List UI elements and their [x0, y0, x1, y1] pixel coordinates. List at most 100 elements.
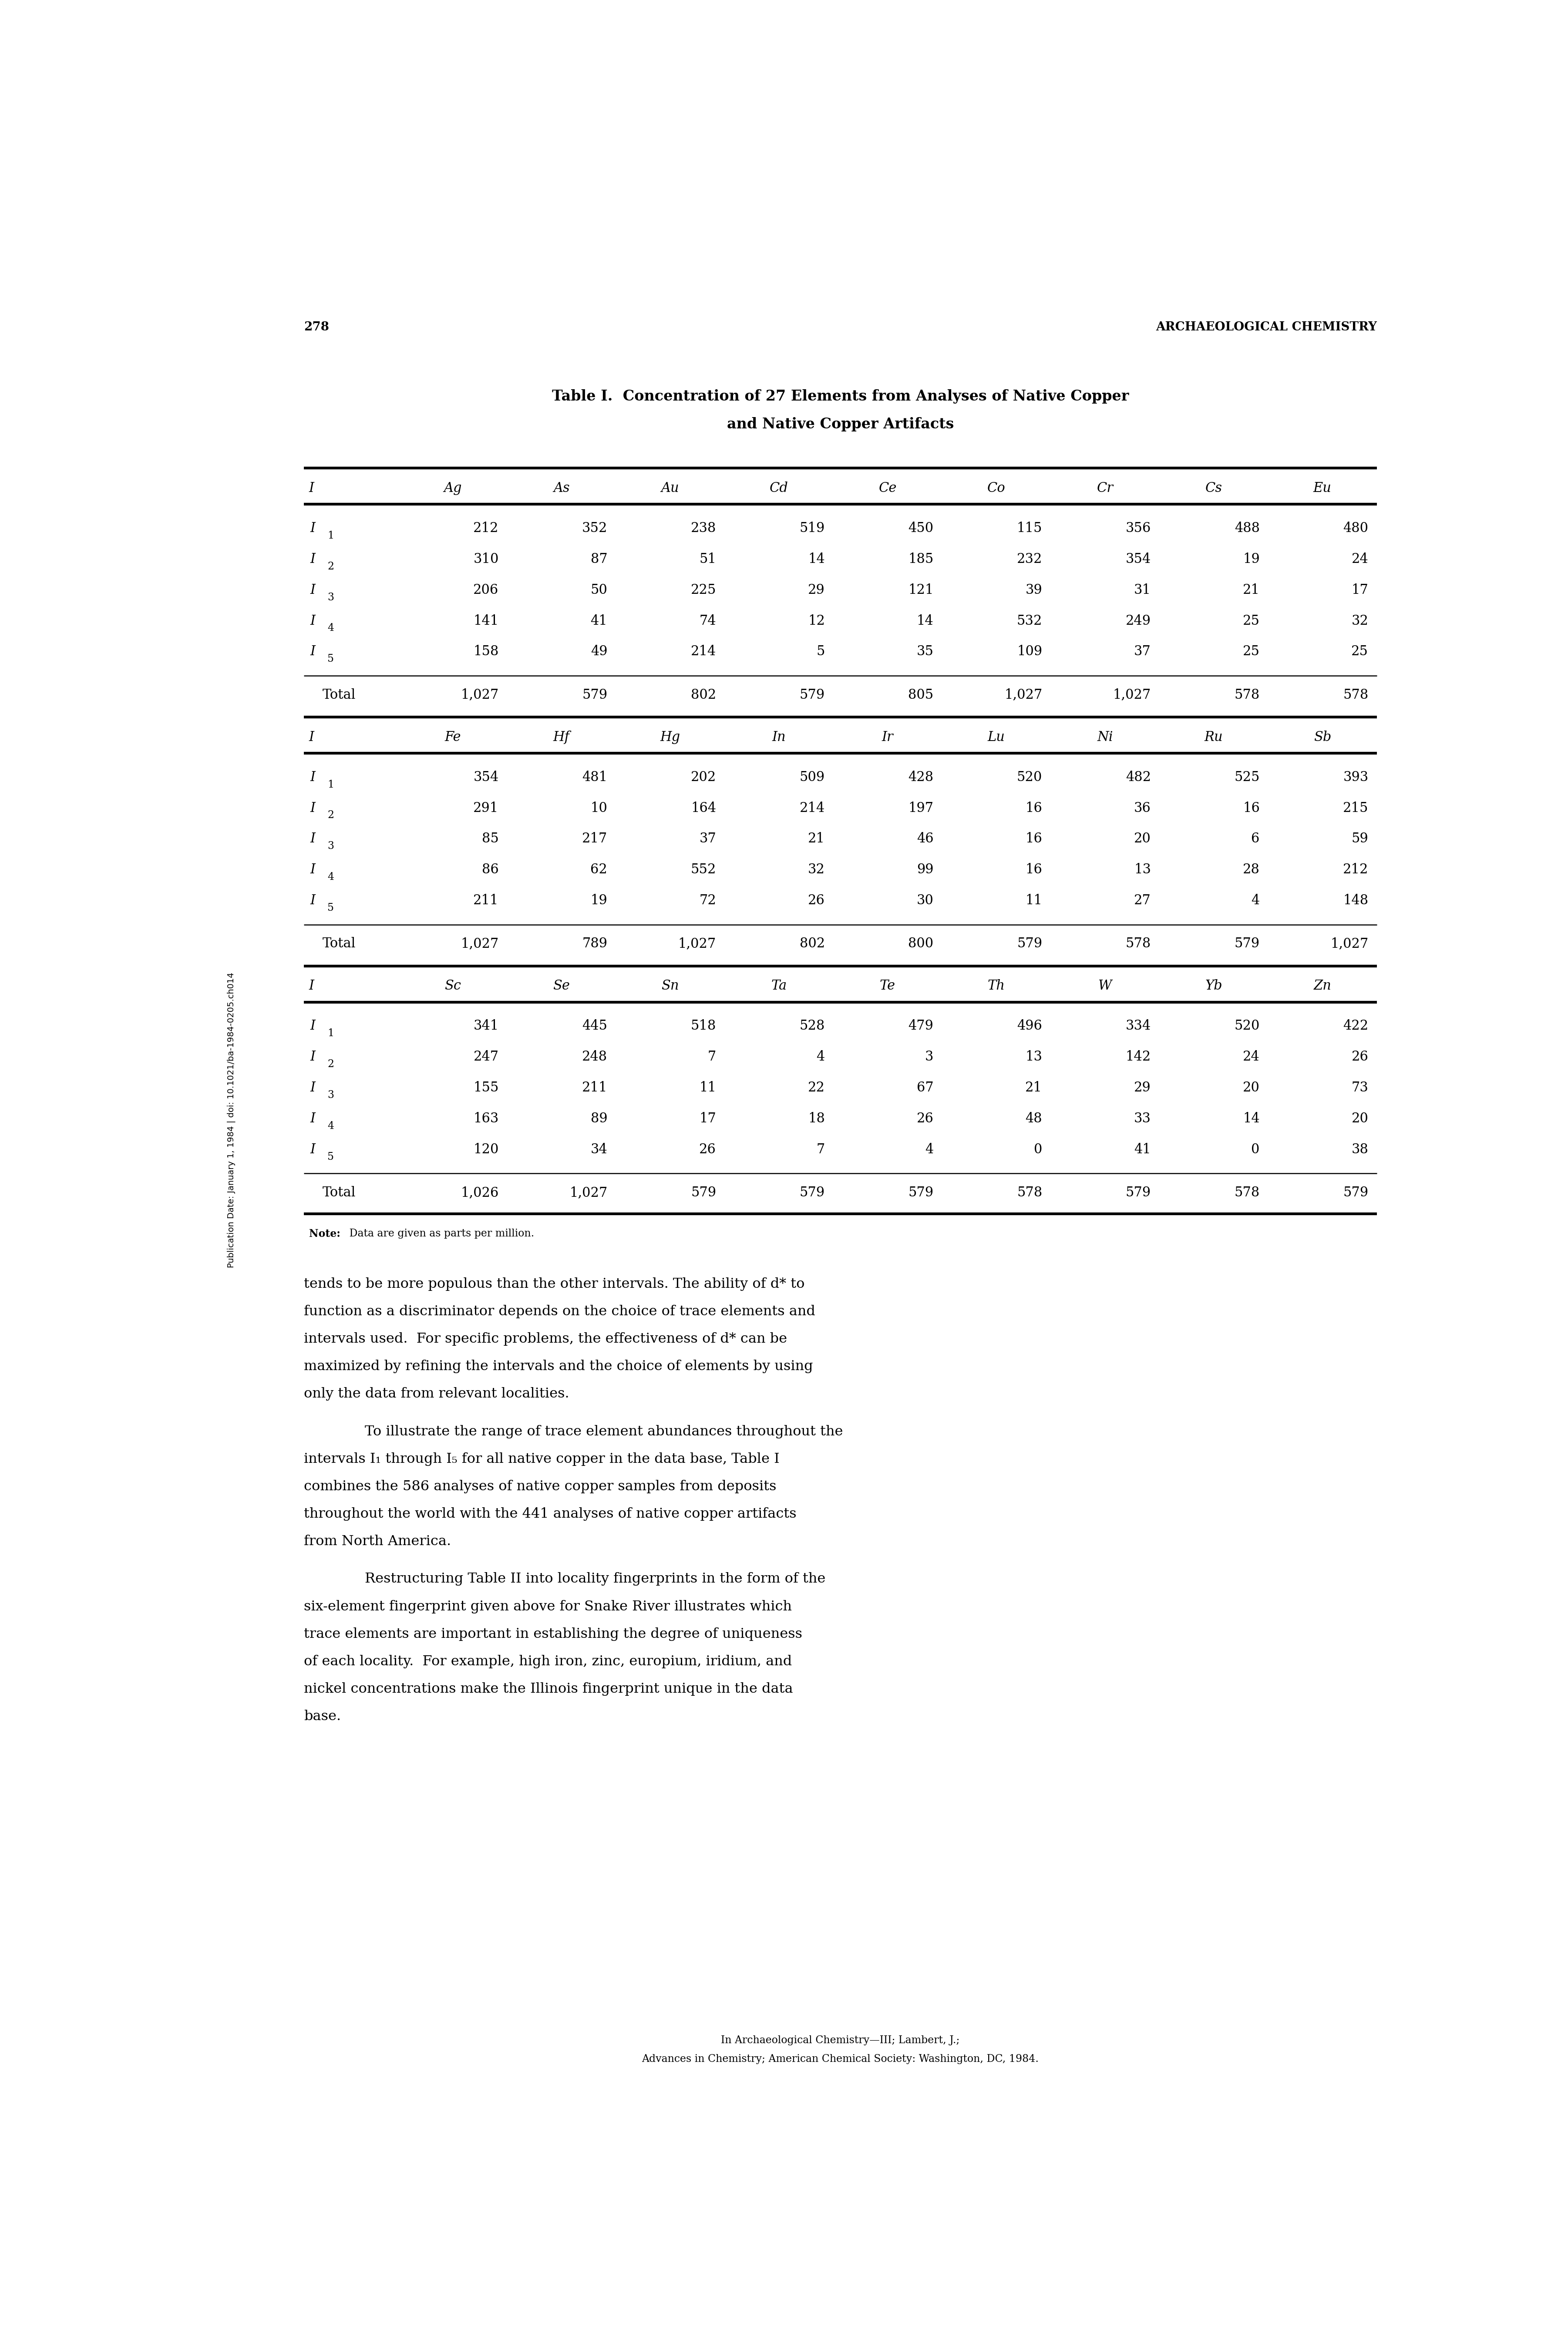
Text: I: I — [309, 482, 314, 496]
Text: 310: 310 — [474, 552, 499, 567]
Text: Th: Th — [988, 980, 1005, 992]
Text: 37: 37 — [1134, 644, 1151, 658]
Text: 142: 142 — [1126, 1051, 1151, 1063]
Text: 185: 185 — [908, 552, 933, 567]
Text: 62: 62 — [591, 863, 607, 877]
Text: 4: 4 — [817, 1051, 825, 1063]
Text: 14: 14 — [1243, 1112, 1259, 1126]
Text: 238: 238 — [690, 522, 717, 536]
Text: I: I — [310, 1051, 315, 1063]
Text: 4: 4 — [1251, 893, 1259, 907]
Text: and Native Copper Artifacts: and Native Copper Artifacts — [728, 416, 953, 430]
Text: 121: 121 — [908, 583, 933, 597]
Text: 518: 518 — [690, 1020, 717, 1032]
Text: 212: 212 — [1342, 863, 1369, 877]
Text: Ru: Ru — [1204, 731, 1223, 743]
Text: 11: 11 — [1025, 893, 1043, 907]
Text: 48: 48 — [1025, 1112, 1043, 1126]
Text: 67: 67 — [917, 1081, 933, 1096]
Text: 482: 482 — [1126, 771, 1151, 783]
Text: nickel concentrations make the Illinois fingerprint unique in the data: nickel concentrations make the Illinois … — [304, 1683, 793, 1695]
Text: 334: 334 — [1126, 1020, 1151, 1032]
Text: Total: Total — [323, 938, 356, 950]
Text: 520: 520 — [1016, 771, 1043, 783]
Text: 578: 578 — [1018, 1185, 1043, 1199]
Text: 29: 29 — [1134, 1081, 1151, 1096]
Text: 16: 16 — [1243, 802, 1259, 816]
Text: 39: 39 — [1025, 583, 1043, 597]
Text: 393: 393 — [1344, 771, 1369, 783]
Text: Table I.  Concentration of 27 Elements from Analyses of Native Copper: Table I. Concentration of 27 Elements fr… — [552, 390, 1129, 404]
Text: 38: 38 — [1352, 1143, 1369, 1157]
Text: I: I — [310, 614, 315, 628]
Text: 164: 164 — [691, 802, 717, 816]
Text: ARCHAEOLOGICAL CHEMISTRY: ARCHAEOLOGICAL CHEMISTRY — [1156, 322, 1377, 334]
Text: 148: 148 — [1344, 893, 1369, 907]
Text: 5: 5 — [328, 1152, 334, 1161]
Text: 46: 46 — [917, 832, 933, 846]
Text: 214: 214 — [800, 802, 825, 816]
Text: 13: 13 — [1134, 863, 1151, 877]
Text: 19: 19 — [1243, 552, 1259, 567]
Text: 6: 6 — [1251, 832, 1259, 846]
Text: 1: 1 — [328, 531, 334, 541]
Text: 18: 18 — [808, 1112, 825, 1126]
Text: from North America.: from North America. — [304, 1535, 452, 1549]
Text: Yb: Yb — [1206, 980, 1223, 992]
Text: 215: 215 — [1342, 802, 1369, 816]
Text: 21: 21 — [1243, 583, 1259, 597]
Text: 32: 32 — [808, 863, 825, 877]
Text: 214: 214 — [691, 644, 717, 658]
Text: 4: 4 — [328, 1121, 334, 1131]
Text: In Archaeological Chemistry—III; Lambert, J.;: In Archaeological Chemistry—III; Lambert… — [721, 2036, 960, 2045]
Text: Co: Co — [988, 482, 1005, 496]
Text: 163: 163 — [474, 1112, 499, 1126]
Text: 120: 120 — [474, 1143, 499, 1157]
Text: 802: 802 — [800, 938, 825, 950]
Text: 1: 1 — [328, 1027, 334, 1039]
Text: 496: 496 — [1018, 1020, 1043, 1032]
Text: 11: 11 — [699, 1081, 717, 1096]
Text: trace elements are important in establishing the degree of uniqueness: trace elements are important in establis… — [304, 1627, 803, 1641]
Text: Advances in Chemistry; American Chemical Society: Washington, DC, 1984.: Advances in Chemistry; American Chemical… — [641, 2055, 1040, 2064]
Text: Ag: Ag — [444, 482, 463, 496]
Text: 291: 291 — [474, 802, 499, 816]
Text: 2: 2 — [328, 1060, 334, 1070]
Text: 579: 579 — [800, 1185, 825, 1199]
Text: I: I — [310, 802, 315, 816]
Text: 552: 552 — [690, 863, 717, 877]
Text: 99: 99 — [917, 863, 933, 877]
Text: 20: 20 — [1243, 1081, 1259, 1096]
Text: 50: 50 — [591, 583, 607, 597]
Text: 35: 35 — [917, 644, 933, 658]
Text: 24: 24 — [1243, 1051, 1259, 1063]
Text: 481: 481 — [582, 771, 607, 783]
Text: 1,027: 1,027 — [1330, 938, 1369, 950]
Text: Hg: Hg — [660, 731, 681, 743]
Text: 579: 579 — [1018, 938, 1043, 950]
Text: I: I — [310, 863, 315, 877]
Text: 26: 26 — [917, 1112, 933, 1126]
Text: 1,027: 1,027 — [1004, 689, 1043, 701]
Text: 72: 72 — [699, 893, 717, 907]
Text: 578: 578 — [1126, 938, 1151, 950]
Text: 509: 509 — [800, 771, 825, 783]
Text: I: I — [310, 522, 315, 536]
Text: 278: 278 — [304, 322, 329, 334]
Text: I: I — [310, 552, 315, 567]
Text: Sc: Sc — [444, 980, 461, 992]
Text: 488: 488 — [1234, 522, 1259, 536]
Text: I: I — [310, 1081, 315, 1096]
Text: Publication Date: January 1, 1984 | doi: 10.1021/ba-1984-0205.ch014: Publication Date: January 1, 1984 | doi:… — [227, 973, 235, 1267]
Text: Data are given as parts per million.: Data are given as parts per million. — [347, 1230, 535, 1239]
Text: 217: 217 — [582, 832, 607, 846]
Text: In: In — [771, 731, 786, 743]
Text: tends to be more populous than the other intervals. The ability of d* to: tends to be more populous than the other… — [304, 1277, 804, 1291]
Text: 225: 225 — [690, 583, 717, 597]
Text: Cr: Cr — [1096, 482, 1113, 496]
Text: 4: 4 — [328, 872, 334, 882]
Text: Sb: Sb — [1314, 731, 1331, 743]
Text: W: W — [1098, 980, 1112, 992]
Text: 341: 341 — [474, 1020, 499, 1032]
Text: 579: 579 — [1126, 1185, 1151, 1199]
